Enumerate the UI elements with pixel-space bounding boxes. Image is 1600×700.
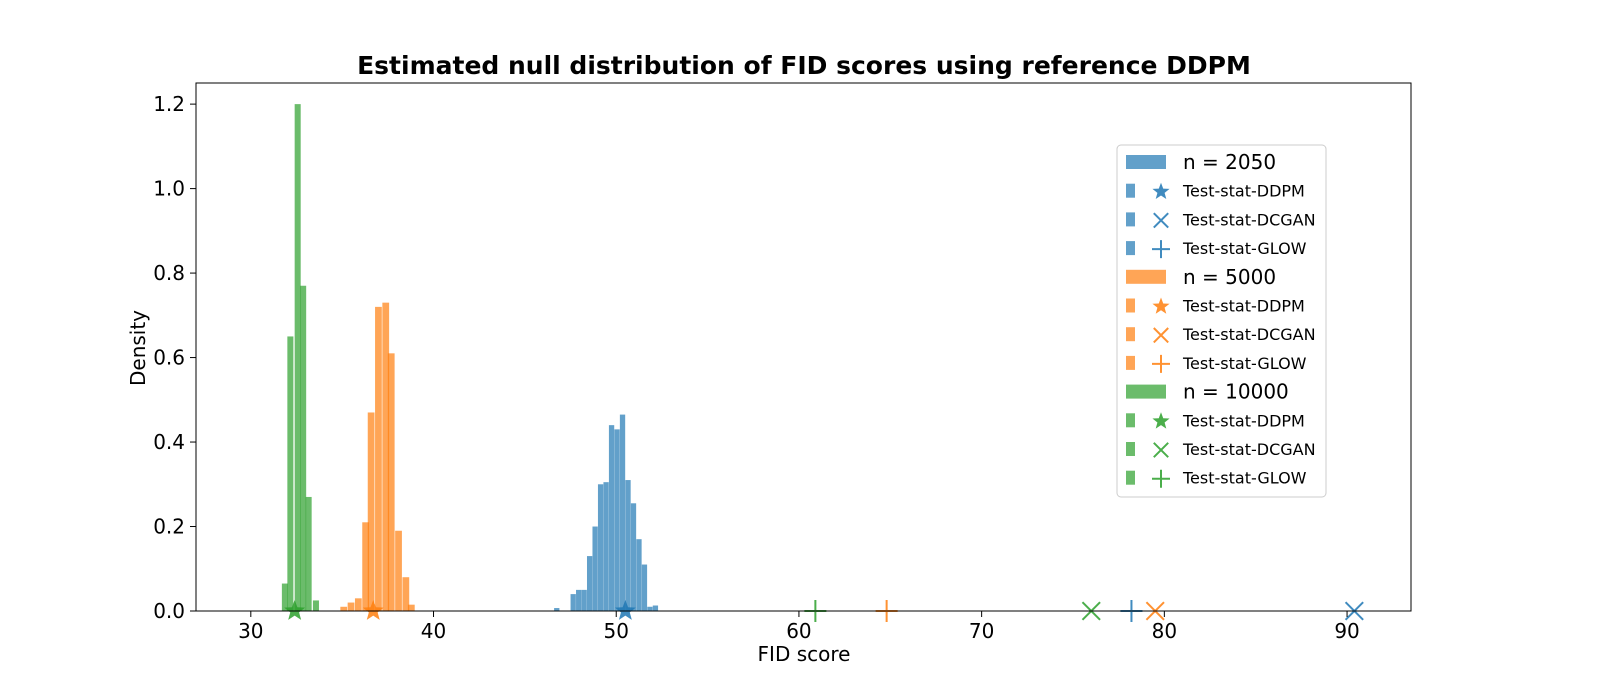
plot-frame [195, 82, 1412, 612]
hist-bar [367, 412, 375, 611]
legend-marker [1152, 412, 1170, 429]
x-tick-label: 90 [1334, 619, 1359, 643]
hist-bar [597, 484, 604, 611]
hist-bar [294, 104, 301, 612]
hist-bar [625, 480, 631, 611]
hist-bar [300, 285, 307, 611]
legend-swatch [1126, 155, 1166, 169]
hist-bar [387, 353, 395, 611]
hist-bar [362, 522, 370, 611]
x-tick-label: 50 [603, 619, 628, 643]
hist-bar [312, 600, 319, 611]
hist-bar [614, 429, 620, 611]
hist-bar [375, 306, 382, 611]
legend-label: Test-stat-DDPM [1182, 182, 1305, 201]
hist-bar [619, 414, 626, 611]
hist-bar [554, 608, 560, 611]
legend-label: Test-stat-GLOW [1182, 469, 1307, 488]
y-tick-label: 1.0 [153, 177, 185, 201]
test-stat-marker [362, 600, 384, 620]
legend-swatch [1126, 384, 1166, 399]
legend-marker [1153, 212, 1169, 229]
hist-bar [281, 583, 288, 611]
x-tick-label: 40 [421, 619, 446, 643]
legend-swatch [1126, 212, 1135, 227]
hist-bar [603, 482, 609, 611]
legend-marker [1152, 182, 1170, 199]
x-tick-label: 70 [969, 619, 994, 643]
legend-label: Test-stat-DDPM [1182, 411, 1305, 430]
hist-bar [641, 564, 648, 611]
hist-bar [636, 539, 642, 611]
test-stat-marker [284, 600, 306, 620]
hist-bar [652, 605, 659, 611]
hist-bar [586, 556, 593, 611]
legend-label: Test-stat-DCGAN [1182, 440, 1316, 459]
legend-label: n = 5000 [1183, 265, 1276, 289]
legend-marker [1152, 354, 1170, 373]
legend-label: Test-stat-DCGAN [1182, 210, 1316, 229]
legend-label: Test-stat-GLOW [1182, 239, 1307, 258]
legend-swatch [1126, 442, 1135, 456]
legend-swatch [1126, 298, 1135, 313]
chart-title: Estimated null distribution of FID score… [357, 51, 1251, 80]
legend-marker [1153, 327, 1169, 344]
legend-swatch [1126, 269, 1166, 284]
y-axis-label: Density [126, 310, 150, 386]
legend-swatch [1126, 241, 1135, 256]
y-tick-label: 1.2 [153, 92, 185, 116]
hist-bar [287, 336, 294, 611]
legend-swatch [1126, 355, 1135, 370]
hist-bar [647, 606, 653, 611]
hist-bar [630, 503, 637, 611]
hist-bar [305, 496, 312, 611]
legend-marker [1152, 240, 1170, 259]
y-tick-label: 0.6 [153, 346, 185, 370]
x-tick-label: 60 [786, 619, 811, 643]
x-tick-label: 30 [238, 619, 263, 643]
axes: 30 40 50 60 70 80 90 0.0 0.2 0.4 0.6 0.8 1.0 1.2 [153, 82, 1412, 643]
hist-bar [354, 598, 362, 611]
y-tick-label: 0.2 [153, 515, 185, 539]
legend-label: n = 10000 [1183, 380, 1289, 404]
legend-box [1116, 144, 1327, 498]
hist-bar [581, 589, 587, 611]
legend-marker [1152, 469, 1170, 488]
legend-marker [1153, 442, 1169, 458]
legend-swatch [1126, 413, 1135, 428]
hist-bar [402, 577, 410, 611]
test-stat-marker [614, 600, 636, 620]
legend-label: n = 2050 [1183, 150, 1276, 174]
legend-swatch [1126, 470, 1135, 485]
hist-bar [395, 530, 402, 611]
legend-label: Test-stat-GLOW [1182, 354, 1307, 373]
legend-swatch [1126, 327, 1135, 342]
legend-marker [1152, 297, 1170, 314]
hist-bar [340, 606, 348, 611]
legend-label: Test-stat-DCGAN [1182, 325, 1316, 344]
y-tick-label: 0.4 [153, 430, 185, 454]
hist-bar [592, 526, 598, 611]
x-axis-label: FID score [758, 642, 851, 666]
hist-bar [608, 425, 615, 611]
hist-bar [576, 589, 582, 611]
x-tick-label: 80 [1152, 619, 1177, 643]
hist-bar [347, 602, 355, 611]
legend: n = 2050 Test-stat-DDPM Test-stat-DCGAN Tes… [1116, 144, 1327, 498]
y-tick-label: 0.0 [153, 599, 185, 623]
hist-bar [570, 594, 576, 611]
legend-swatch [1126, 183, 1135, 198]
hist-bar [407, 604, 415, 611]
legend-label: Test-stat-DDPM [1182, 297, 1305, 316]
hist-bar [382, 302, 390, 611]
y-tick-label: 0.8 [153, 261, 185, 285]
